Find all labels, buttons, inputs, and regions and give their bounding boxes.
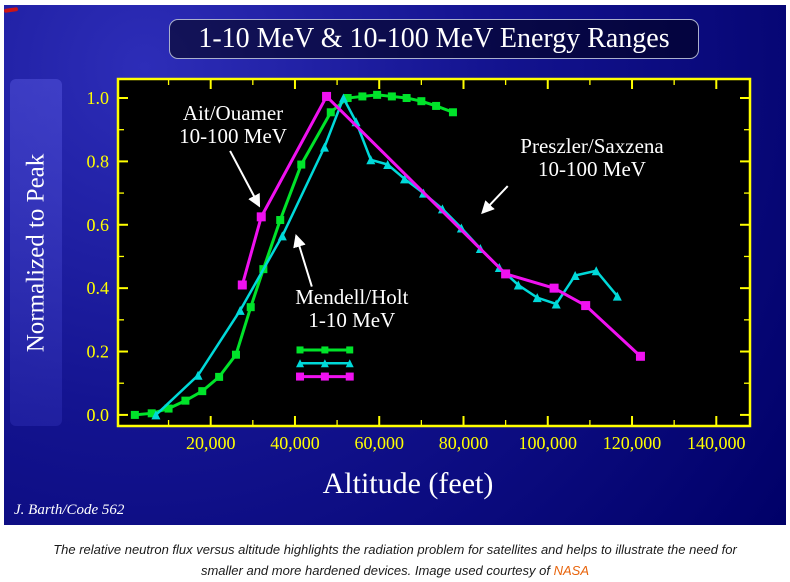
series-marker <box>276 216 285 225</box>
series-marker <box>366 155 376 165</box>
legend-marker <box>296 359 305 368</box>
series-marker <box>231 350 240 359</box>
series-marker <box>164 404 173 413</box>
series-marker <box>358 92 367 101</box>
series-marker <box>501 269 511 279</box>
series-marker <box>198 387 207 396</box>
legend-marker <box>320 372 329 381</box>
legend-marker <box>346 346 354 354</box>
series-marker <box>591 266 601 276</box>
legend-marker <box>320 359 329 368</box>
y-tick-label: 1.0 <box>87 88 110 108</box>
series-marker <box>130 410 139 419</box>
y-tick-label: 0.8 <box>87 151 110 171</box>
x-tick-label: 60,000 <box>354 433 404 453</box>
x-tick-label: 100,000 <box>519 433 578 453</box>
y-tick-label: 0.4 <box>87 278 110 298</box>
y-tick-label: 0.6 <box>87 215 110 235</box>
legend-marker <box>321 346 329 354</box>
series-marker <box>151 410 161 420</box>
series-marker <box>215 372 224 381</box>
series-marker <box>193 370 203 380</box>
caption-line2-text: smaller and more hardened devices. Image… <box>200 563 554 578</box>
series-marker <box>513 280 523 290</box>
y-axis-label-panel: Normalized to Peak <box>10 79 62 426</box>
x-tick-label: 140,000 <box>687 433 746 453</box>
series-marker <box>326 108 335 117</box>
annotation-text: Ait/Ouamer 10-100 MeV <box>179 101 287 148</box>
caption: The relative neutron flux versus altitud… <box>0 539 790 581</box>
y-tick-label: 0.0 <box>87 405 110 425</box>
annotation-text: Mendell/Holt 1-10 MeV <box>295 285 408 332</box>
legend-marker <box>296 372 305 381</box>
x-axis-label: Altitude (feet) <box>322 467 494 500</box>
series-marker <box>400 174 410 184</box>
series-marker <box>237 280 247 290</box>
series-marker <box>570 270 580 280</box>
legend-marker <box>345 359 354 368</box>
series-marker <box>581 301 591 311</box>
series-marker <box>277 231 287 241</box>
chart-title: 1-10 MeV & 10-100 MeV Energy Ranges <box>198 23 670 54</box>
annotation-arrow <box>481 185 509 215</box>
series-marker <box>373 90 382 99</box>
slide: 1-10 MeV & 10-100 MeV Energy Ranges Norm… <box>4 5 786 525</box>
x-tick-label: 120,000 <box>603 433 662 453</box>
series-marker <box>551 299 561 309</box>
series-marker <box>322 91 332 101</box>
series-marker <box>235 305 245 315</box>
series-marker <box>549 283 559 293</box>
series-marker <box>343 94 352 103</box>
series-marker <box>402 94 411 103</box>
series-marker <box>383 160 393 170</box>
legend-marker <box>345 372 354 381</box>
caption-line2: smaller and more hardened devices. Image… <box>0 560 790 581</box>
annotation-arrow <box>229 150 261 208</box>
series-marker <box>437 204 447 214</box>
series-marker <box>246 303 255 312</box>
nasa-link[interactable]: NASA <box>553 563 590 578</box>
series-marker <box>417 97 426 106</box>
series-marker <box>635 351 645 361</box>
chart-title-row: 1-10 MeV & 10-100 MeV Energy Ranges <box>118 19 750 59</box>
series-marker <box>387 92 396 101</box>
caption-line1: The relative neutron flux versus altitud… <box>53 542 737 557</box>
series-marker <box>181 396 190 405</box>
series-marker <box>448 108 457 117</box>
series-marker <box>319 142 329 152</box>
series-marker <box>147 409 156 418</box>
x-tick-label: 80,000 <box>439 433 489 453</box>
series-marker <box>256 212 266 222</box>
series-marker <box>297 160 306 169</box>
legend-marker <box>296 346 304 354</box>
series-marker <box>338 93 348 103</box>
annotation-arrow <box>293 233 313 287</box>
x-tick-label: 40,000 <box>270 433 320 453</box>
series-marker <box>612 291 622 301</box>
credit-text: J. Barth/Code 562 <box>14 502 125 518</box>
chart-plot: 20,000 40,000 60,000 80,000 100,000 120,000 14… <box>87 77 752 453</box>
annotation-text: Preszler/Saxzena 10-100 MeV <box>520 134 664 181</box>
series-marker <box>532 293 542 303</box>
y-tick-label: 0.2 <box>87 342 110 362</box>
plot-frame <box>116 77 752 428</box>
series-marker <box>432 101 441 110</box>
x-tick-label: 20,000 <box>186 433 236 453</box>
chart-title-box: 1-10 MeV & 10-100 MeV Energy Ranges <box>169 19 699 59</box>
